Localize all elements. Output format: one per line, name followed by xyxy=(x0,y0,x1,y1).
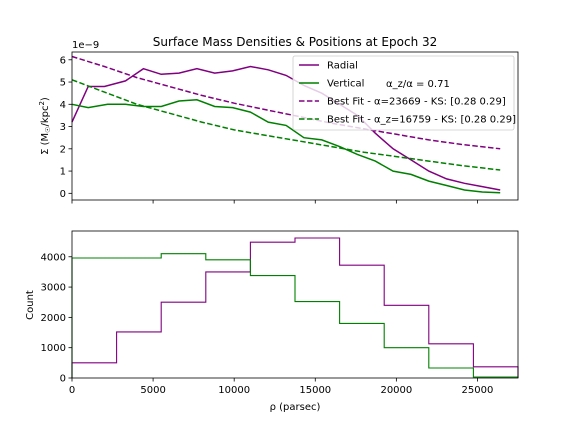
legend-note: α_z/α = 0.71 xyxy=(386,79,450,90)
top-axes: 0 1 2 3 4 5 6 1e−9 Σ (M☉/kpc2) Radial Vertical B… xyxy=(38,40,518,204)
legend-label-vertical: Vertical xyxy=(327,79,364,90)
bottom-x-tick-label: 10000 xyxy=(218,385,250,396)
bottom-x-tick-label: 0 xyxy=(69,385,75,396)
bottom-x-tick-label: 20000 xyxy=(380,385,412,396)
histogram-step-radial xyxy=(72,238,518,378)
top-y-label: Σ (M☉/kpc2) xyxy=(38,97,52,155)
bottom-ticks: 0 1000 2000 3000 4000 0 5000 10000 15000 20000 250… xyxy=(41,252,494,396)
legend-label-best-fit-z-16759-ks-0-28-0-29: Best Fit - α_z=16759 - KS: [0.28 0.29] xyxy=(327,115,516,126)
bottom-y-tick-label: 3000 xyxy=(41,283,66,294)
top-y-tick-label: 4 xyxy=(60,100,66,111)
legend-label-best-fit-23669-ks-0-28-0-29: Best Fit - α=23669 - KS: [0.28 0.29] xyxy=(327,97,506,108)
offset-text: 1e−9 xyxy=(72,40,99,51)
bottom-x-tick-label: 25000 xyxy=(462,385,494,396)
bottom-x-label: ρ (parsec) xyxy=(270,402,321,413)
top-y-tick-label: 5 xyxy=(60,78,66,89)
top-y-tick-label: 1 xyxy=(60,167,66,178)
bottom-y-tick-label: 2000 xyxy=(41,313,66,324)
legend: Radial Vertical Best Fit - α=23669 - KS: [… xyxy=(293,56,516,130)
bottom-x-tick-label: 15000 xyxy=(299,385,331,396)
bottom-axes-frame xyxy=(72,231,518,378)
top-y-tick-label: 2 xyxy=(60,144,66,155)
chart-title: Surface Mass Densities & Positions at Ep… xyxy=(153,35,438,49)
histogram-step-vertical xyxy=(72,254,518,378)
bottom-y-label: Count xyxy=(25,290,36,320)
bottom-y-tick-label: 4000 xyxy=(41,252,66,263)
top-y-tick-label: 0 xyxy=(60,189,66,200)
bottom-y-tick-label: 0 xyxy=(60,374,66,385)
top-y-tick-label: 6 xyxy=(60,55,66,66)
bottom-plot-area xyxy=(72,238,518,378)
bottom-y-tick-label: 1000 xyxy=(41,343,66,354)
bottom-axes: 0 1000 2000 3000 4000 0 5000 10000 15000 20000 250… xyxy=(25,231,518,413)
top-y-tick-label: 3 xyxy=(60,122,66,133)
legend-label-radial: Radial xyxy=(327,61,358,72)
bottom-x-tick-label: 5000 xyxy=(140,385,165,396)
